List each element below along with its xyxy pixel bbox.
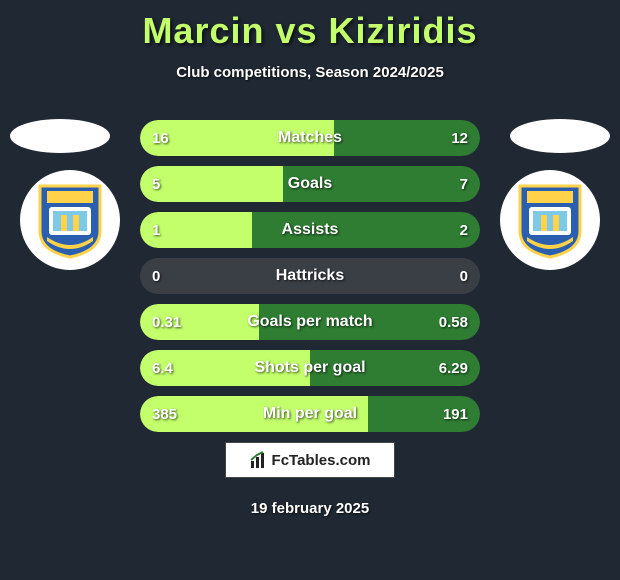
stat-label: Hattricks bbox=[140, 267, 480, 285]
page-title: Marcin vs Kiziridis bbox=[0, 0, 620, 52]
stat-label: Matches bbox=[140, 129, 480, 147]
club-badge-right bbox=[500, 170, 600, 270]
stat-row: 6.46.29Shots per goal bbox=[140, 350, 480, 386]
stat-label: Goals bbox=[140, 175, 480, 193]
shield-icon bbox=[515, 181, 585, 259]
avatar-placeholder bbox=[10, 119, 110, 153]
stat-row: 12Assists bbox=[140, 212, 480, 248]
stat-row: 385191Min per goal bbox=[140, 396, 480, 432]
stats-panel: 1612Matches 57Goals 12Assists 00Hattricks 0.… bbox=[140, 120, 480, 442]
stat-row: 1612Matches bbox=[140, 120, 480, 156]
stat-label: Goals per match bbox=[140, 313, 480, 331]
stat-label: Min per goal bbox=[140, 405, 480, 423]
chart-icon bbox=[250, 451, 268, 469]
stat-row: 00Hattricks bbox=[140, 258, 480, 294]
stat-row: 0.310.58Goals per match bbox=[140, 304, 480, 340]
shield-icon bbox=[35, 181, 105, 259]
stat-row: 57Goals bbox=[140, 166, 480, 202]
footer-date: 19 february 2025 bbox=[0, 500, 620, 517]
subtitle: Club competitions, Season 2024/2025 bbox=[0, 64, 620, 81]
avatar-placeholder bbox=[510, 119, 610, 153]
stat-label: Shots per goal bbox=[140, 359, 480, 377]
brand-text: FcTables.com bbox=[272, 452, 371, 469]
stat-label: Assists bbox=[140, 221, 480, 239]
club-badge-left bbox=[20, 170, 120, 270]
brand-logo[interactable]: FcTables.com bbox=[225, 442, 395, 478]
